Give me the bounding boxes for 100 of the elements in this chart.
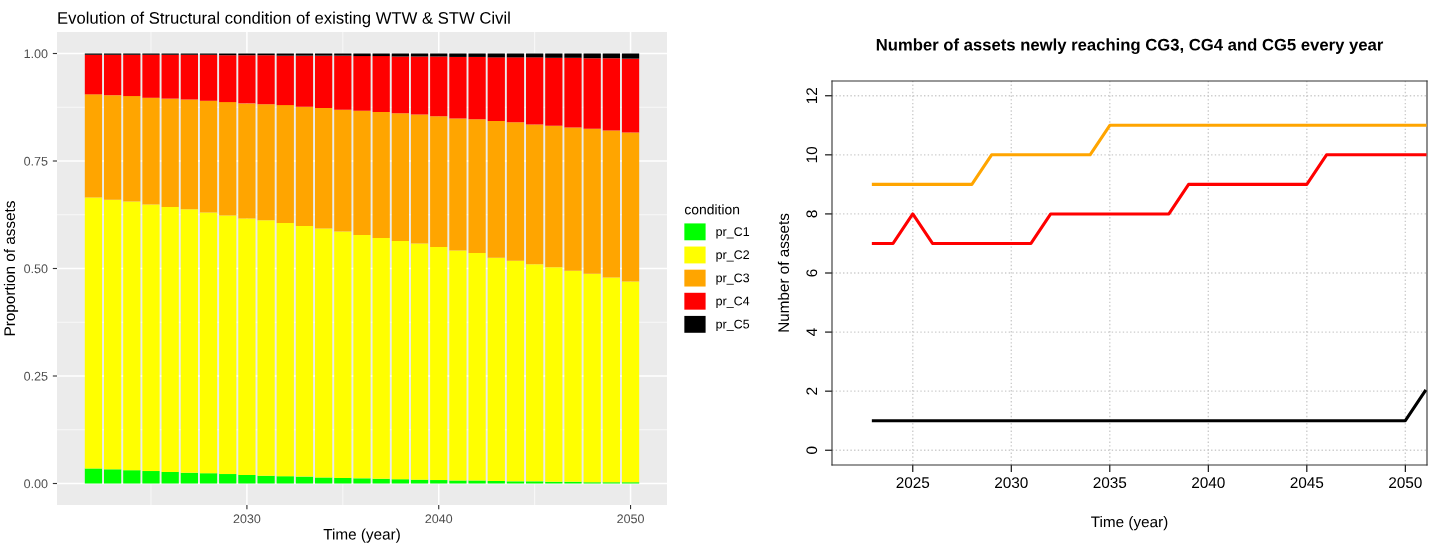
bar xyxy=(583,58,601,129)
legend-label: pr_C4 xyxy=(716,296,750,308)
bar xyxy=(583,273,601,483)
y-tick-label: 4 xyxy=(806,328,818,336)
bar xyxy=(506,122,525,261)
bar xyxy=(334,477,352,484)
bar xyxy=(84,468,103,484)
line-series xyxy=(871,153,1427,245)
bar xyxy=(526,57,544,125)
bar xyxy=(334,55,352,110)
bar xyxy=(621,281,640,483)
bar xyxy=(276,222,294,477)
bar xyxy=(295,53,314,56)
bar xyxy=(506,57,525,123)
bar xyxy=(602,277,620,483)
y-tick-label: 2 xyxy=(806,387,818,395)
y-tick-label: 10 xyxy=(806,146,818,163)
bar xyxy=(372,111,390,238)
bar xyxy=(84,54,103,95)
y-tick-label: 6 xyxy=(806,269,818,277)
bar xyxy=(123,201,141,471)
bar xyxy=(526,124,544,265)
bar xyxy=(391,53,409,57)
bar xyxy=(315,108,333,229)
bar xyxy=(180,472,198,484)
x-axis-title: Time (year) xyxy=(323,528,400,543)
x-axis-title: Time (year) xyxy=(1091,516,1168,531)
legend-label: pr_C1 xyxy=(716,227,750,239)
bar xyxy=(353,234,371,479)
bar xyxy=(315,477,333,484)
bar xyxy=(621,58,640,133)
bar xyxy=(84,197,103,469)
y-tick-label: 0.25 xyxy=(24,371,48,381)
bar xyxy=(430,480,448,484)
bar xyxy=(430,56,448,117)
bar xyxy=(142,471,160,484)
bar xyxy=(430,116,448,247)
bar xyxy=(219,102,237,216)
bar xyxy=(430,247,448,481)
bar xyxy=(295,55,314,107)
bar xyxy=(295,476,314,484)
bar xyxy=(123,54,141,97)
bar xyxy=(410,114,429,244)
bar xyxy=(104,95,122,200)
bar xyxy=(621,53,640,59)
bar xyxy=(410,53,429,57)
bar xyxy=(545,53,563,58)
bar xyxy=(583,128,601,274)
bar xyxy=(602,58,620,131)
bar xyxy=(410,243,429,480)
bar xyxy=(180,54,198,100)
bar xyxy=(276,476,294,484)
bar xyxy=(353,110,371,235)
bar xyxy=(315,53,333,56)
bar xyxy=(161,471,179,484)
bar xyxy=(295,225,314,477)
y-tick-label: 0.00 xyxy=(24,479,48,489)
bar xyxy=(315,55,333,109)
y-tick-label: 0.50 xyxy=(24,264,48,274)
bar xyxy=(410,479,429,484)
bar xyxy=(219,55,237,103)
bar xyxy=(353,478,371,484)
y-tick-label: 8 xyxy=(806,210,818,218)
bar xyxy=(391,240,409,480)
bar xyxy=(391,113,409,241)
bar xyxy=(104,469,122,484)
bar xyxy=(123,470,141,484)
bar xyxy=(506,260,525,482)
bar xyxy=(142,204,160,472)
legend-label: pr_C3 xyxy=(716,273,750,285)
bar xyxy=(199,54,218,101)
bar xyxy=(545,57,563,126)
bar xyxy=(276,53,294,56)
bar xyxy=(295,106,314,226)
x-tick-label: 2050 xyxy=(617,514,644,524)
bar xyxy=(104,54,122,96)
bar xyxy=(334,109,352,232)
bar xyxy=(487,480,505,484)
y-tick-label: 12 xyxy=(806,88,818,104)
x-tick-label: 2040 xyxy=(425,514,453,524)
bar xyxy=(526,481,544,484)
y-axis-title: Number of assets xyxy=(777,213,790,332)
bar xyxy=(506,481,525,484)
bar xyxy=(487,57,505,122)
bar xyxy=(487,257,505,481)
bar xyxy=(123,96,141,202)
bar xyxy=(526,264,544,482)
chart-title: Number of assets newly reaching CG3, CG4 and CG5 every year xyxy=(876,38,1384,54)
x-tick-label: 2035 xyxy=(1093,477,1127,489)
legend-label: pr_C5 xyxy=(716,319,750,331)
bar xyxy=(199,473,218,484)
y-tick-label: 0 xyxy=(806,446,818,454)
x-tick-label: 2040 xyxy=(1192,477,1225,489)
bar xyxy=(161,98,179,208)
bar xyxy=(142,54,160,98)
bar xyxy=(564,53,582,58)
bar xyxy=(315,228,333,478)
x-tick-label: 2030 xyxy=(995,477,1028,489)
bar xyxy=(180,209,198,473)
bar xyxy=(161,207,179,472)
